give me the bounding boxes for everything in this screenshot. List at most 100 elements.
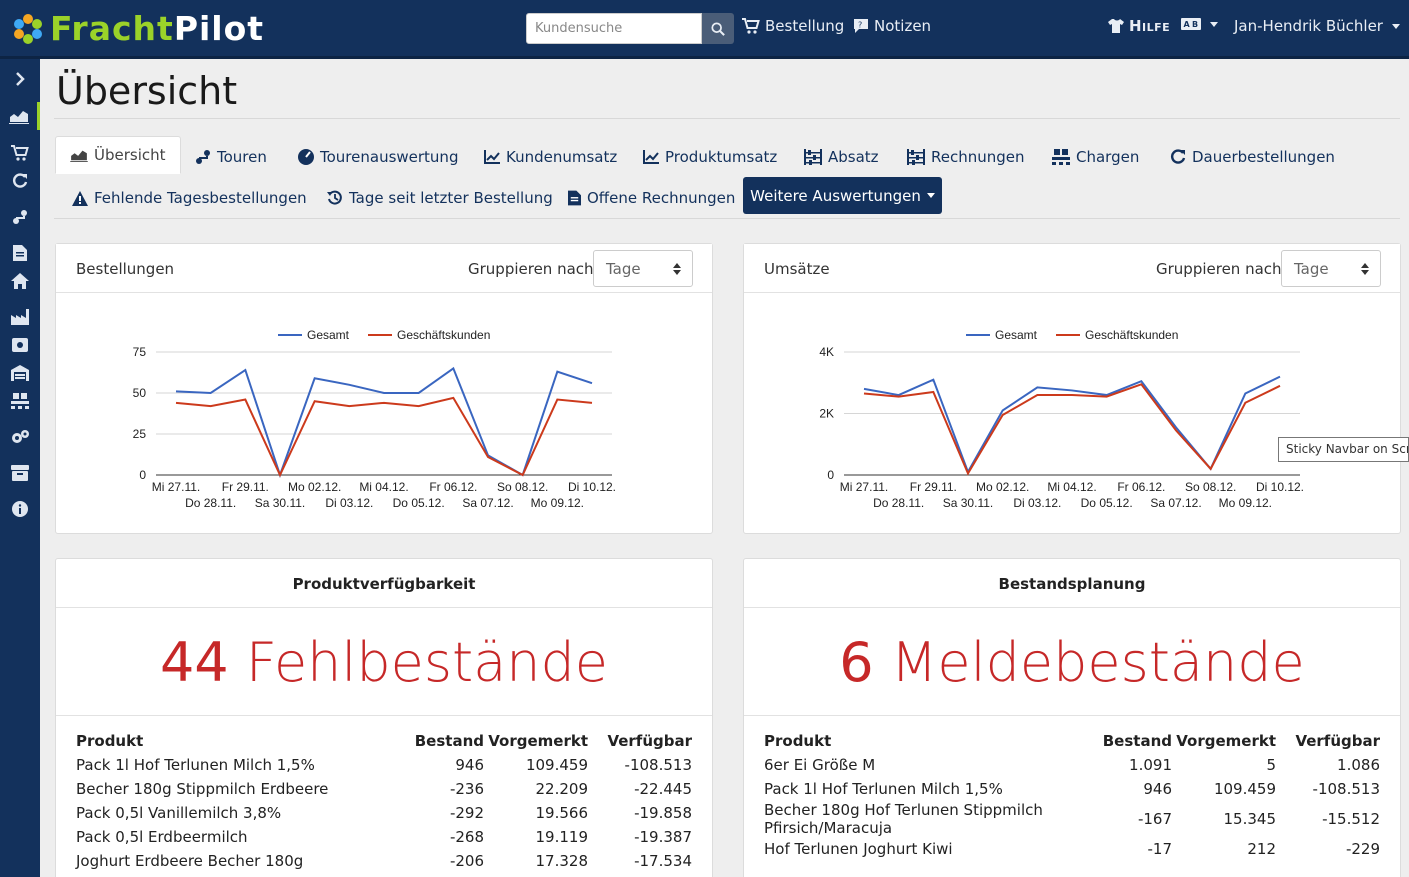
table-cell: 1.091 bbox=[1129, 756, 1172, 774]
table-row[interactable]: Becher 180g Stippmilch Erdbeere -236 22.20… bbox=[76, 777, 692, 801]
page-title: Übersicht bbox=[56, 69, 238, 113]
availability-table: Produkt Bestand Vorgemerkt Verfügbar Pack 1l… bbox=[76, 729, 692, 873]
sidebar-item-archive[interactable] bbox=[0, 459, 40, 487]
warehouse-icon bbox=[11, 365, 29, 381]
brand-logo[interactable]: FrachtPilot bbox=[12, 12, 264, 46]
top-navbar: FrachtPilot Bestellung ? Notizen Hilfe A… bbox=[0, 0, 1409, 59]
table-cell: -22.445 bbox=[634, 780, 692, 798]
y-tick-label: 2K bbox=[819, 407, 834, 421]
y-tick-label: 75 bbox=[133, 345, 147, 359]
pallet-icon bbox=[11, 393, 29, 409]
legend-label: Geschäftskunden bbox=[1085, 328, 1178, 342]
table-cell: Pack 1l Hof Terlunen Milch 1,5% bbox=[76, 756, 315, 774]
card-title: Produktverfügbarkeit bbox=[56, 559, 712, 608]
table-cell: 1.086 bbox=[1337, 756, 1380, 774]
sidebar bbox=[0, 59, 40, 877]
table-row[interactable]: Pack 0,5l Vanillemilch 3,8% -292 19.566 -19… bbox=[76, 801, 692, 825]
table-header-row: Produkt Bestand Vorgemerkt Verfügbar bbox=[764, 729, 1380, 753]
table-header-row: Produkt Bestand Vorgemerkt Verfügbar bbox=[76, 729, 692, 753]
x-tick-label: Fr 29.11. bbox=[222, 480, 269, 494]
x-tick-label: Di 03.12. bbox=[325, 496, 373, 510]
legend-label: Gesamt bbox=[307, 328, 350, 342]
chevron-down-icon bbox=[926, 193, 935, 198]
home-icon bbox=[11, 273, 29, 289]
table-row[interactable]: Pack 1l Hof Terlunen Milch 1,5% 946 109.45… bbox=[764, 777, 1380, 801]
factory-icon bbox=[11, 309, 29, 325]
sidebar-expand[interactable] bbox=[0, 65, 40, 93]
x-tick-label: Sa 30.11. bbox=[255, 496, 305, 510]
x-tick-label: Mo 02.12. bbox=[288, 480, 341, 494]
chart-area-icon bbox=[8, 111, 29, 124]
refresh-icon bbox=[1171, 149, 1186, 164]
order-link[interactable]: Bestellung bbox=[742, 17, 844, 35]
x-tick-label: Sa 07.12. bbox=[1150, 496, 1201, 510]
tab-product-sales[interactable]: Produktumsatz bbox=[643, 138, 777, 176]
table-cell: 17.328 bbox=[535, 852, 589, 870]
tab-invoices[interactable]: Rechnungen bbox=[907, 138, 1025, 176]
customer-search bbox=[526, 13, 734, 44]
line-chart-icon bbox=[643, 150, 659, 164]
tab-batches[interactable]: Chargen bbox=[1052, 138, 1139, 176]
sidebar-item-orders[interactable] bbox=[0, 139, 40, 167]
divider bbox=[54, 118, 1400, 119]
sidebar-item-batches[interactable] bbox=[0, 387, 40, 415]
tab-days-since-last-order[interactable]: Tage seit letzter Bestellung bbox=[327, 179, 553, 217]
search-input[interactable] bbox=[526, 13, 702, 44]
tab-open-invoices[interactable]: Offene Rechnungen bbox=[568, 179, 735, 217]
tab-sales-volume[interactable]: Absatz bbox=[804, 138, 879, 176]
sidebar-item-documents[interactable] bbox=[0, 239, 40, 267]
notes-link[interactable]: ? Notizen bbox=[853, 17, 931, 35]
table-cell: 212 bbox=[1247, 840, 1276, 858]
sidebar-item-dashboard[interactable] bbox=[0, 102, 40, 130]
table-cell: -206 bbox=[449, 852, 484, 870]
sidebar-item-tours[interactable] bbox=[0, 203, 40, 231]
tab-overview[interactable]: Übersicht bbox=[55, 136, 181, 174]
x-tick-label: Fr 06.12. bbox=[1117, 480, 1165, 494]
reorder-count[interactable]: 6 Meldebestände bbox=[744, 609, 1400, 716]
x-tick-label: Do 28.11. bbox=[185, 496, 236, 510]
table-cell: -19.858 bbox=[634, 804, 692, 822]
stock-planning-card: Bestandsplanung 6 Meldebestände Produkt B… bbox=[743, 558, 1401, 877]
table-cell: -167 bbox=[1137, 810, 1172, 828]
sidebar-item-info[interactable] bbox=[0, 495, 40, 523]
tab-tours[interactable]: Touren bbox=[195, 138, 267, 176]
table-cell: 109.459 bbox=[525, 756, 588, 774]
refresh-icon bbox=[13, 173, 28, 188]
table-row[interactable]: Joghurt Erdbeere Becher 180g -206 17.328 -1… bbox=[76, 849, 692, 873]
group-by-select[interactable]: Tage bbox=[1281, 250, 1381, 287]
sidebar-item-warehouse[interactable] bbox=[0, 359, 40, 387]
tab-missing-daily-orders[interactable]: Fehlende Tagesbestellungen bbox=[72, 179, 307, 217]
sidebar-item-settings[interactable] bbox=[0, 423, 40, 451]
table-cell: 19.566 bbox=[535, 804, 589, 822]
table-row[interactable]: Becher 180g Hof Terlunen Stippmilch Pfir… bbox=[764, 801, 1380, 837]
group-by-select[interactable]: Tage bbox=[593, 250, 693, 287]
card-header: Bestellungen Gruppieren nach: Tage bbox=[56, 244, 712, 293]
y-tick-label: 4K bbox=[819, 345, 834, 359]
search-button[interactable] bbox=[702, 13, 734, 44]
x-tick-label: Mi 04.12. bbox=[359, 480, 408, 494]
sidebar-item-products[interactable] bbox=[0, 331, 40, 359]
sidebar-item-standing-orders[interactable] bbox=[0, 167, 40, 195]
sidebar-item-production[interactable] bbox=[0, 303, 40, 331]
tab-customer-sales[interactable]: Kundenumsatz bbox=[484, 138, 617, 176]
x-tick-label: Di 10.12. bbox=[1256, 480, 1304, 494]
tab-standing-orders[interactable]: Dauerbestellungen bbox=[1170, 138, 1335, 176]
table-cell: Joghurt Erdbeere Becher 180g bbox=[76, 852, 304, 870]
table-row[interactable]: Hof Terlunen Joghurt Kiwi -17 212 -229 bbox=[764, 837, 1380, 861]
chevron-down-icon bbox=[1210, 21, 1218, 27]
tab-tour-evaluation[interactable]: Tourenauswertung bbox=[298, 138, 458, 176]
file-icon bbox=[13, 245, 27, 261]
svg-text:A: A bbox=[1184, 20, 1191, 29]
shortage-count[interactable]: 44 Fehlbestände bbox=[56, 609, 712, 716]
x-tick-label: Sa 30.11. bbox=[943, 496, 993, 510]
sidebar-item-home[interactable] bbox=[0, 267, 40, 295]
table-cell: -17.534 bbox=[634, 852, 692, 870]
user-menu[interactable]: Jan-Hendrik Büchler bbox=[1234, 17, 1400, 35]
table-row[interactable]: Pack 0,5l Erdbeermilch -268 19.119 -19.387 bbox=[76, 825, 692, 849]
table-row[interactable]: Pack 1l Hof Terlunen Milch 1,5% 946 109.45… bbox=[76, 753, 692, 777]
help-link[interactable]: Hilfe bbox=[1108, 17, 1170, 35]
table-row[interactable]: 6er Ei Größe M 1.091 5 1.086 bbox=[764, 753, 1380, 777]
column-header: Vorgemerkt bbox=[1176, 732, 1276, 750]
more-reports-dropdown[interactable]: Weitere Auswertungen bbox=[743, 177, 942, 214]
